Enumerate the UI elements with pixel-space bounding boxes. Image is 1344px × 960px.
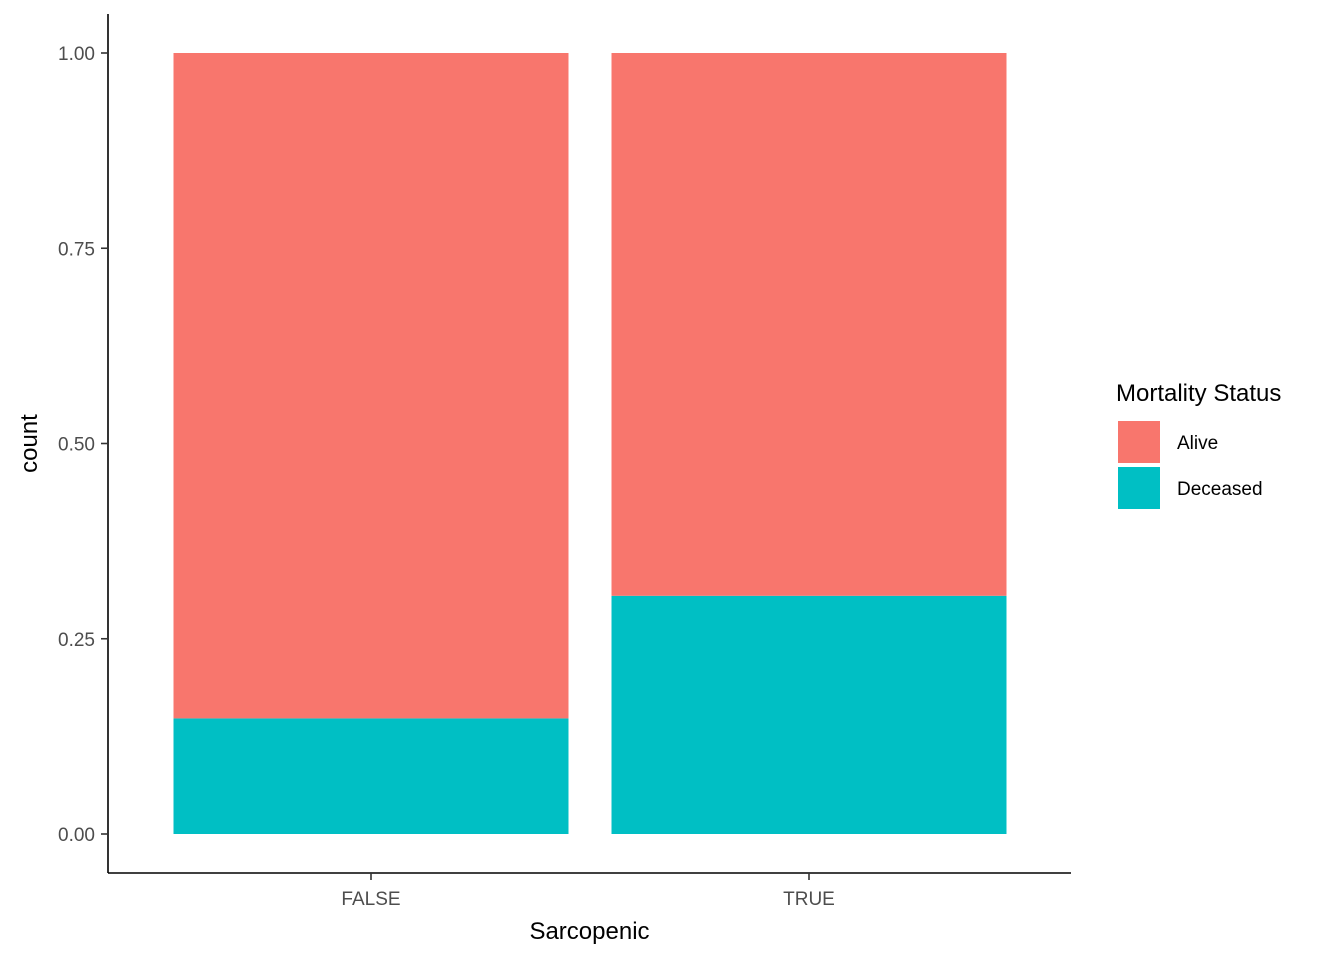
y-tick-label: 0.75: [58, 239, 95, 260]
y-tick-label: 1.00: [58, 44, 95, 65]
y-tick-label: 0.50: [58, 435, 95, 456]
y-tick-label: 0.25: [58, 630, 95, 651]
bar-true-deceased: [611, 595, 1007, 834]
bar-false-deceased: [173, 718, 569, 834]
y-tick-label: 0.00: [58, 825, 95, 846]
bar-false-alive: [173, 53, 569, 719]
bar-true-alive: [611, 53, 1007, 596]
legend-title: Mortality Status: [1116, 380, 1281, 407]
x-tick-label: TRUE: [783, 889, 835, 910]
bars-layer: [173, 53, 1007, 834]
legend-label-deceased: Deceased: [1177, 479, 1263, 500]
x-ticks: FALSE TRUE: [341, 873, 835, 910]
legend: Mortality Status Alive Deceased: [1116, 380, 1281, 509]
y-ticks: 0.00 0.25 0.50 0.75 1.00: [58, 44, 108, 846]
y-axis-title: count: [16, 414, 43, 473]
legend-key-alive: [1118, 421, 1160, 463]
legend-key-deceased: [1118, 467, 1160, 509]
legend-label-alive: Alive: [1177, 433, 1218, 454]
x-axis-title: Sarcopenic: [529, 918, 649, 945]
x-tick-label: FALSE: [341, 889, 400, 910]
